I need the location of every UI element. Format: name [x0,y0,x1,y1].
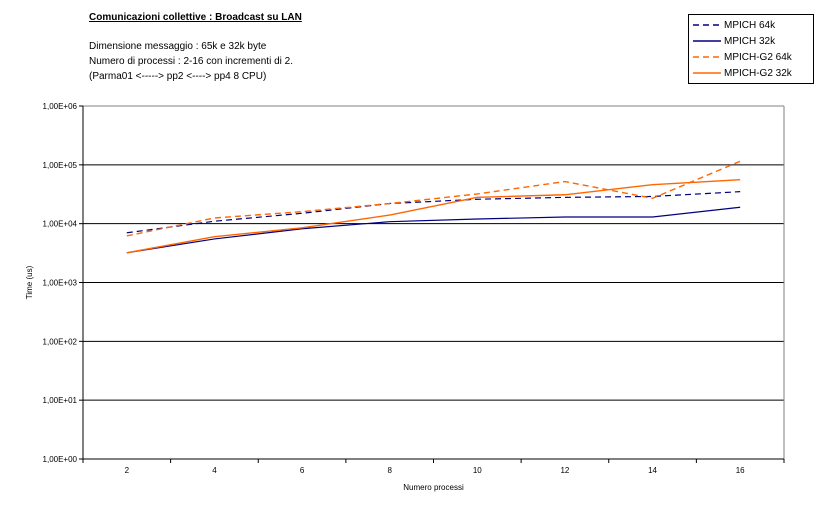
series-line-0 [126,191,741,234]
y-tick-label: 1,00E+03 [43,279,78,288]
y-tick-label: 1,00E+01 [43,396,78,405]
x-tick-label: 10 [473,466,482,475]
legend-label: MPICH-G2 32k [724,67,792,79]
x-tick-label: 16 [736,466,745,475]
x-tick-label: 14 [648,466,657,475]
legend-swatch [693,24,721,26]
legend-item: MPICH 32k [693,33,775,49]
legend-item: MPICH-G2 64k [693,49,792,65]
chart-title: Comunicazioni collettive : Broadcast su … [89,12,302,23]
legend-swatch [693,40,721,42]
series-line-2 [126,160,741,237]
y-tick-label: 1,00E+06 [43,102,78,111]
legend-label: MPICH-G2 64k [724,51,792,63]
legend-item: MPICH-G2 32k [693,65,792,81]
subtitle-line: Numero di processi : 2-16 con incrementi… [89,56,293,67]
series-line-3 [126,178,741,254]
x-tick-label: 4 [212,466,217,475]
legend-swatch [693,56,721,58]
x-tick-label: 12 [560,466,569,475]
y-tick-label: 1,00E+02 [43,337,78,346]
legend-label: MPICH 32k [724,35,776,47]
legend-item: MPICH 64k [693,17,775,33]
subtitle-line: (Parma01 <-----> pp2 <----> pp4 8 CPU) [89,71,267,82]
x-tick-label: 2 [125,466,130,475]
y-tick-label: 1,00E+05 [43,161,78,170]
x-axis-label: Numero processi [403,483,464,492]
y-tick-label: 1,00E+00 [43,455,78,464]
legend-swatch [693,72,721,74]
y-axis-label: Time (us) [25,265,34,299]
series-line-1 [126,206,741,254]
x-tick-label: 6 [300,466,305,475]
x-tick-label: 8 [387,466,392,475]
y-tick-label: 1,00E+04 [43,220,78,229]
legend-label: MPICH 64k [724,19,776,31]
subtitle-line: Dimensione messaggio : 65k e 32k byte [89,41,267,52]
legend: MPICH 64k MPICH 32k MPICH-G2 64k MPICH-G2 3… [688,14,814,84]
